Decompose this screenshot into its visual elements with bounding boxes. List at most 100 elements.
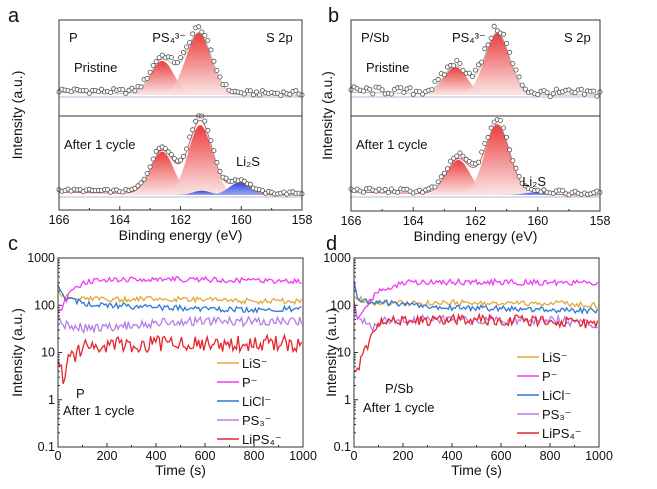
data-point xyxy=(208,138,214,144)
condition-label: After 1 cycle xyxy=(63,403,135,418)
data-point xyxy=(560,188,566,194)
data-point xyxy=(156,55,162,61)
data-point xyxy=(504,134,510,140)
data-point xyxy=(223,175,229,181)
data-point xyxy=(367,86,373,92)
data-point xyxy=(196,24,202,30)
data-point xyxy=(460,68,466,74)
data-point xyxy=(516,74,522,80)
x-tick-label: 400 xyxy=(442,449,463,463)
data-point xyxy=(138,84,144,90)
subplot-label: After 1 cycle xyxy=(356,137,428,152)
data-point xyxy=(500,125,506,131)
series-line xyxy=(354,312,599,372)
subplot-label: Pristine xyxy=(366,60,409,75)
series-line xyxy=(57,275,302,313)
series-line xyxy=(353,281,599,315)
x-tick-label: 1000 xyxy=(289,449,317,463)
data-point xyxy=(208,47,214,53)
data-point xyxy=(544,90,550,96)
data-point xyxy=(214,159,220,165)
data-point xyxy=(211,148,217,154)
x-tick-label: 160 xyxy=(527,214,548,228)
component-peak xyxy=(447,125,548,195)
data-point xyxy=(444,166,450,172)
data-point xyxy=(497,118,503,124)
data-point xyxy=(420,91,426,97)
component-peak xyxy=(153,190,251,195)
data-point xyxy=(147,69,153,75)
x-tick-label: 166 xyxy=(341,214,362,228)
x-tick-label: 162 xyxy=(170,213,191,227)
data-point xyxy=(86,90,92,96)
data-point xyxy=(68,89,74,95)
data-point xyxy=(177,157,183,163)
data-point xyxy=(507,49,513,55)
data-point xyxy=(144,170,150,176)
orbital-label: S 2p xyxy=(564,30,591,45)
sample-label: P/Sb xyxy=(385,381,413,396)
y-tick-label: 0.1 xyxy=(334,440,351,454)
x-axis-label: Binding energy (eV) xyxy=(414,228,538,244)
data-point xyxy=(123,91,129,97)
data-point xyxy=(581,91,587,97)
data-point xyxy=(488,35,494,41)
x-tick-label: 600 xyxy=(195,449,216,463)
peak-label: PS₄³⁻ xyxy=(152,30,186,45)
component-peak xyxy=(113,60,211,95)
data-point xyxy=(457,150,463,156)
data-point xyxy=(278,93,284,99)
data-point xyxy=(510,61,516,67)
data-point xyxy=(202,118,208,124)
data-point xyxy=(420,189,426,195)
sample-label: P xyxy=(69,30,78,45)
panel-label: b xyxy=(328,5,339,27)
data-point xyxy=(360,88,366,94)
data-point xyxy=(370,91,376,97)
x-tick-label: 162 xyxy=(465,214,486,228)
data-point xyxy=(256,92,262,98)
data-point xyxy=(500,31,506,37)
data-point xyxy=(214,68,220,74)
data-point xyxy=(466,70,472,76)
x-tick-label: 400 xyxy=(146,449,167,463)
component-peak xyxy=(408,160,509,195)
data-point xyxy=(522,183,528,189)
fit-envelope xyxy=(59,119,301,196)
orbital-label: S 2p xyxy=(266,30,293,45)
legend-label: PS₃⁻ xyxy=(242,413,272,428)
x-axis-label: Time (s) xyxy=(155,462,206,478)
series-line xyxy=(353,277,599,321)
x-tick-label: 164 xyxy=(403,214,424,228)
data-point xyxy=(205,38,211,44)
data-point xyxy=(388,91,394,97)
data-point xyxy=(382,186,388,192)
x-tick-label: 200 xyxy=(97,449,118,463)
data-point xyxy=(594,93,600,99)
panel-label: c xyxy=(8,233,18,255)
data-point xyxy=(168,152,174,158)
data-point xyxy=(516,173,522,179)
data-point xyxy=(223,82,229,88)
x-tick-label: 164 xyxy=(109,213,130,227)
series-line xyxy=(57,315,303,335)
data-point xyxy=(476,159,482,165)
data-point xyxy=(190,31,196,37)
data-point xyxy=(469,74,475,80)
data-point xyxy=(407,85,413,91)
data-point xyxy=(410,91,416,97)
component-peak xyxy=(447,33,548,95)
legend-label: P⁻ xyxy=(242,375,258,390)
data-point xyxy=(441,72,447,78)
data-point xyxy=(553,86,559,92)
data-point xyxy=(441,170,447,176)
data-point xyxy=(184,146,190,152)
data-point xyxy=(153,59,159,65)
x-tick-label: 600 xyxy=(491,449,512,463)
legend-label: LiS⁻ xyxy=(242,356,268,371)
sample-label: P xyxy=(76,386,85,401)
data-point xyxy=(435,76,441,82)
sample-label: P/Sb xyxy=(361,30,389,45)
data-point xyxy=(250,92,256,98)
data-point xyxy=(150,63,156,69)
